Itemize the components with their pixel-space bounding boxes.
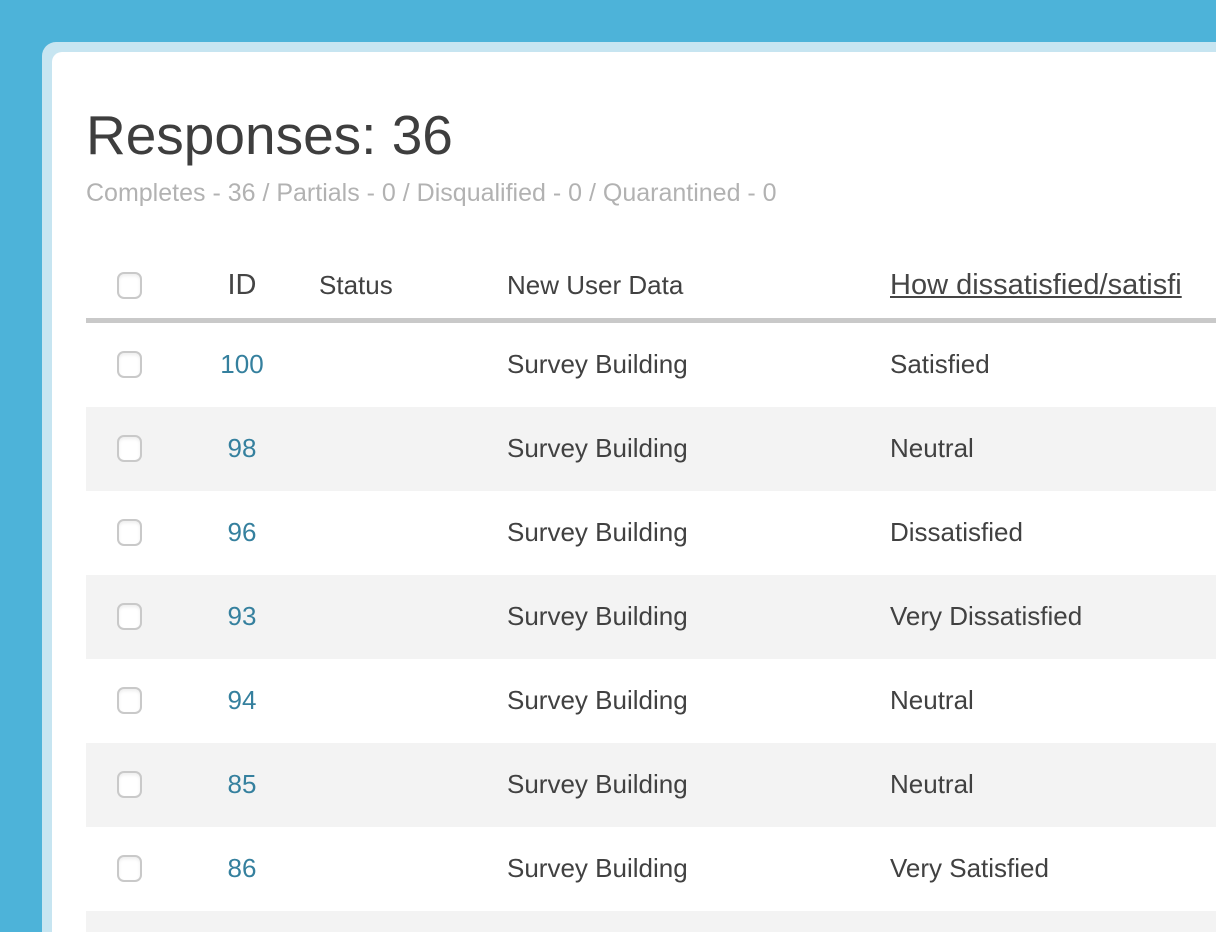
content-card: Responses: 36 Completes - 36 / Partials … <box>52 52 1216 932</box>
table-row: 85 Survey Building Neutral <box>86 742 1216 827</box>
new-user-data-cell: Survey Building <box>507 517 688 548</box>
table-header-row: ID Status New User Data How dissatisfied… <box>86 254 1216 323</box>
satisfaction-cell: Very Satisfied <box>890 853 1049 884</box>
new-user-data-cell: Survey Building <box>507 433 688 464</box>
row-checkbox[interactable] <box>117 519 142 547</box>
satisfaction-cell: Neutral <box>890 685 974 716</box>
new-user-data-cell: Survey Building <box>507 685 688 716</box>
satisfaction-cell: Dissatisfied <box>890 517 1023 548</box>
satisfaction-sort-link[interactable]: How dissatisfied/satisfi <box>890 269 1182 302</box>
id-cell: 100 <box>192 349 292 380</box>
satisfaction-cell: Very Dissatisfied <box>890 601 1083 632</box>
row-checkbox-cell <box>86 351 192 379</box>
column-header-new-user-data: New User Data <box>507 270 684 301</box>
table-row: 86 Survey Building Very Satisfied <box>86 827 1216 911</box>
row-checkbox[interactable] <box>117 771 142 799</box>
row-checkbox[interactable] <box>117 687 142 715</box>
column-header-id: ID <box>227 269 257 302</box>
row-checkbox-cell <box>86 603 192 631</box>
response-counts-summary: Completes - 36 / Partials - 0 / Disquali… <box>86 179 777 208</box>
page-title: Responses: 36 <box>86 104 453 166</box>
id-cell: 86 <box>192 853 292 884</box>
column-header-satisfaction: How dissatisfied/satisfi <box>863 269 1216 302</box>
new-user-data-cell: Survey Building <box>507 853 688 884</box>
row-checkbox[interactable] <box>117 855 142 883</box>
response-id-link[interactable]: 96 <box>227 517 257 548</box>
id-cell: 94 <box>192 685 292 716</box>
table-row: 93 Survey Building Very Dissatisfied <box>86 574 1216 659</box>
row-checkbox[interactable] <box>117 435 142 463</box>
id-cell: 85 <box>192 769 292 800</box>
table-row: 96 Survey Building Dissatisfied <box>86 491 1216 575</box>
response-id-link[interactable]: 98 <box>227 433 257 464</box>
responses-table: ID Status New User Data How dissatisfied… <box>86 254 1216 932</box>
row-checkbox-cell <box>86 687 192 715</box>
row-checkbox[interactable] <box>117 351 142 379</box>
response-id-link[interactable]: 94 <box>227 685 257 716</box>
table-body: 100 Survey Building Satisfied 98 Survey … <box>86 323 1216 932</box>
response-id-link[interactable]: 93 <box>227 601 257 632</box>
row-checkbox-cell <box>86 771 192 799</box>
new-user-data-cell: Survey Building <box>507 349 688 380</box>
response-id-link[interactable]: 85 <box>227 769 257 800</box>
satisfaction-cell: Neutral <box>890 433 974 464</box>
response-id-link[interactable]: 86 <box>227 853 257 884</box>
row-checkbox-cell <box>86 855 192 883</box>
row-checkbox-cell <box>86 435 192 463</box>
select-all-checkbox[interactable] <box>117 272 142 300</box>
row-checkbox[interactable] <box>117 603 142 631</box>
row-checkbox-cell <box>86 519 192 547</box>
table-row <box>86 910 1216 932</box>
table-row: 100 Survey Building Satisfied <box>86 323 1216 407</box>
satisfaction-cell: Neutral <box>890 769 974 800</box>
card-border-frame: Responses: 36 Completes - 36 / Partials … <box>42 42 1216 932</box>
new-user-data-cell: Survey Building <box>507 769 688 800</box>
id-cell: 93 <box>192 601 292 632</box>
id-cell: 98 <box>192 433 292 464</box>
column-header-status: Status <box>319 270 393 301</box>
id-cell: 96 <box>192 517 292 548</box>
select-all-cell <box>86 272 192 300</box>
table-row: 98 Survey Building Neutral <box>86 406 1216 491</box>
table-row: 94 Survey Building Neutral <box>86 659 1216 743</box>
response-id-link[interactable]: 100 <box>220 349 264 380</box>
new-user-data-cell: Survey Building <box>507 601 688 632</box>
satisfaction-cell: Satisfied <box>890 349 990 380</box>
